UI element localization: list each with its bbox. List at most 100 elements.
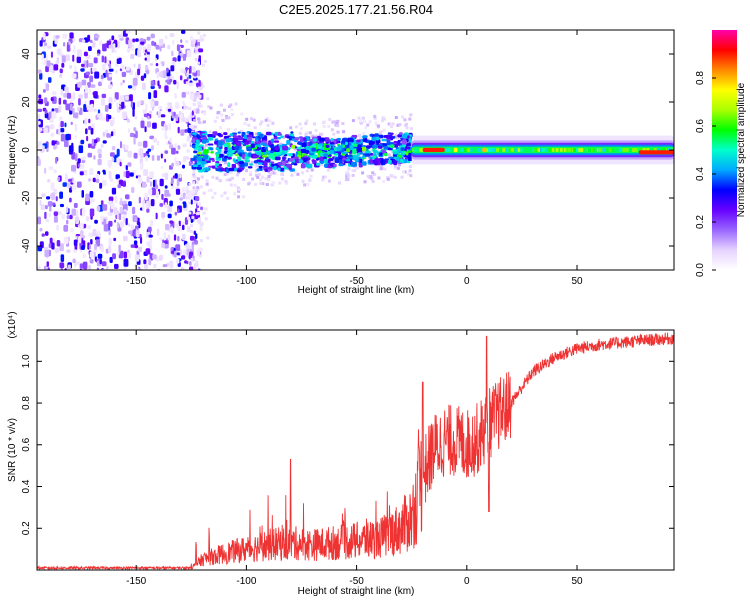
heatmap-cell <box>285 181 288 185</box>
x-tick-label: -150 <box>126 276 146 287</box>
heatmap-cell <box>62 33 68 39</box>
heatmap-cell <box>298 139 302 143</box>
heatmap-cell <box>71 184 77 191</box>
heatmap-cell <box>409 127 413 131</box>
heatmap-cell <box>397 139 401 143</box>
heatmap-cell <box>314 129 318 133</box>
heatmap-cell <box>133 127 137 132</box>
heatmap-cell <box>127 128 131 133</box>
heatmap-cell <box>107 114 112 120</box>
heatmap-cell <box>143 169 149 176</box>
heatmap-cell <box>642 148 646 152</box>
heatmap-cell <box>79 268 82 270</box>
heatmap-cell <box>477 148 481 152</box>
heatmap-cell <box>208 130 212 134</box>
heatmap-cell <box>69 65 73 69</box>
heatmap-cell <box>146 36 151 41</box>
heatmap-cell <box>185 81 189 85</box>
heatmap-cell <box>337 141 341 144</box>
y-tick-label: 0.4 <box>21 479 32 493</box>
heatmap-cell <box>153 263 157 269</box>
heatmap-cell <box>123 251 127 259</box>
heatmap-cell <box>159 46 162 52</box>
heatmap-cell <box>123 266 127 270</box>
heatmap-cell <box>203 110 207 114</box>
heatmap-cell <box>64 268 67 270</box>
heatmap-cell <box>632 148 635 152</box>
heatmap-cell <box>345 141 348 146</box>
heatmap-cell <box>192 138 196 143</box>
heatmap-cell <box>405 151 409 156</box>
heatmap-cell <box>193 150 198 154</box>
heatmap-cell <box>128 201 132 207</box>
heatmap-cell <box>245 169 249 173</box>
heatmap-cell <box>653 148 657 152</box>
spectrogram-y-axis-label: Frequency (Hz) <box>7 116 18 185</box>
heatmap-cell <box>327 124 331 128</box>
heatmap-cell <box>223 143 229 147</box>
heatmap-cell <box>264 118 268 122</box>
heatmap-cell <box>176 81 179 90</box>
x-tick-label: 0 <box>464 576 470 587</box>
heatmap-cell <box>114 219 117 223</box>
heatmap-cell <box>227 116 231 120</box>
colorbar-tick-label: 0.8 <box>695 71 706 85</box>
heatmap-cell <box>192 38 196 42</box>
heatmap-cell <box>211 175 215 179</box>
heatmap-cell <box>108 84 113 89</box>
heatmap-cell <box>171 147 176 155</box>
heatmap-cell <box>192 164 198 167</box>
heatmap-cell <box>396 166 400 170</box>
heatmap-cell <box>360 146 367 152</box>
figure-title: C2E5.2025.177.21.56.R04 <box>279 2 433 17</box>
heatmap-cell <box>127 48 130 53</box>
heatmap-cell <box>164 172 169 181</box>
heatmap-cell <box>134 244 139 249</box>
heatmap-cell <box>229 103 233 107</box>
heatmap-cell <box>195 139 200 144</box>
heatmap-cell <box>265 117 269 121</box>
heatmap-cell <box>164 150 169 154</box>
heatmap-cell <box>174 211 178 216</box>
heatmap-cell <box>604 148 608 152</box>
heatmap-cell <box>37 216 41 225</box>
heatmap-cell <box>463 148 467 152</box>
heatmap-cell <box>125 218 128 226</box>
heatmap-cell <box>136 100 141 108</box>
heatmap-cell <box>135 130 138 139</box>
heatmap-cell <box>77 158 81 164</box>
heatmap-cell <box>608 148 612 152</box>
heatmap-cell <box>185 106 189 110</box>
heatmap-cell <box>380 129 384 133</box>
heatmap-cell <box>284 180 288 183</box>
heatmap-cell <box>408 169 412 173</box>
heatmap-cell <box>251 163 255 167</box>
x-tick-label: -100 <box>236 276 256 287</box>
heatmap-cell <box>386 134 390 139</box>
heatmap-cell <box>161 193 164 200</box>
heatmap-cell <box>169 220 174 224</box>
heatmap-cell <box>196 151 202 155</box>
spectrogram-cells <box>37 30 674 270</box>
heatmap-cell <box>56 240 61 247</box>
heatmap-cell <box>200 104 203 108</box>
heatmap-cell <box>394 135 398 139</box>
heatmap-cell <box>154 57 157 62</box>
heatmap-cell <box>86 135 89 142</box>
heatmap-cell <box>125 194 129 200</box>
heatmap-cell <box>204 217 208 221</box>
heatmap-cell <box>144 155 149 162</box>
heatmap-cell <box>74 135 77 139</box>
heatmap-cell <box>247 137 253 141</box>
heatmap-cell <box>278 181 282 185</box>
heatmap-cell <box>164 135 168 140</box>
heatmap-cell <box>167 108 172 112</box>
heatmap-cell <box>132 109 135 117</box>
heatmap-cell <box>342 151 349 155</box>
heatmap-cell <box>177 235 180 242</box>
heatmap-cell <box>164 189 170 197</box>
heatmap-cell <box>203 112 207 116</box>
heatmap-cell <box>149 135 155 140</box>
heatmap-cell <box>268 154 274 159</box>
heatmap-cell <box>108 245 112 253</box>
